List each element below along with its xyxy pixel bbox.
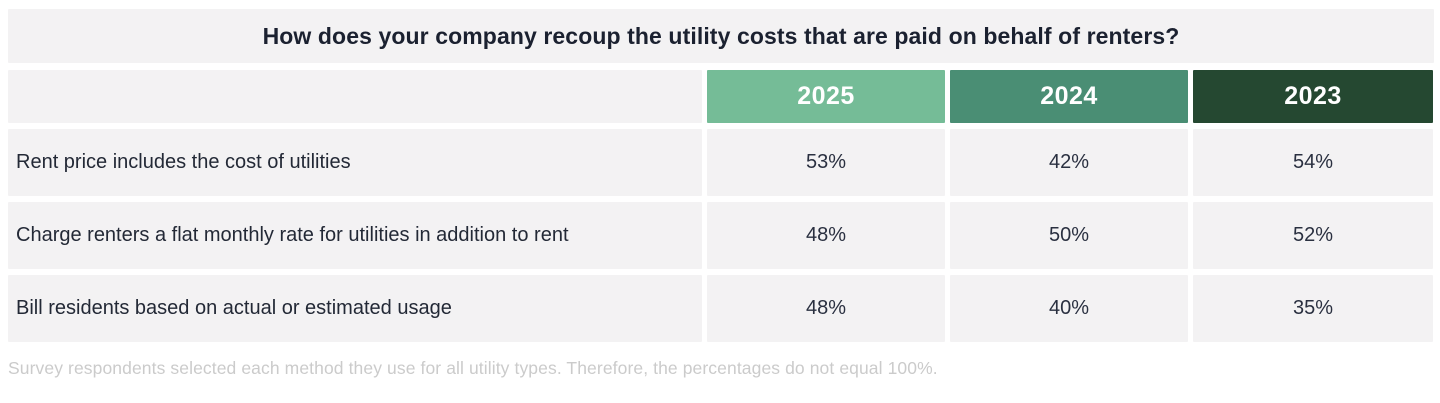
row-label-flat-rate: Charge renters a flat monthly rate for u… <box>8 202 702 269</box>
value-rent-includes-2025: 53% <box>707 129 945 196</box>
value-actual-usage-2024: 40% <box>950 275 1188 342</box>
value-actual-usage-2023: 35% <box>1193 275 1433 342</box>
survey-table: 2025 2024 2023 Rent price includes the c… <box>8 70 1434 342</box>
value-flat-rate-2024: 50% <box>950 202 1188 269</box>
table-title-bar: How does your company recoup the utility… <box>8 9 1434 63</box>
value-flat-rate-2025: 48% <box>707 202 945 269</box>
page-title: How does your company recoup the utility… <box>262 22 1180 49</box>
row-label-actual-usage: Bill residents based on actual or estima… <box>8 275 702 342</box>
column-header-2024: 2024 <box>950 70 1188 123</box>
value-actual-usage-2025: 48% <box>707 275 945 342</box>
table-content: How does your company recoup the utility… <box>8 9 1434 379</box>
column-header-2023: 2023 <box>1193 70 1433 123</box>
header-empty-cell <box>8 70 702 123</box>
row-label-rent-includes: Rent price includes the cost of utilitie… <box>8 129 702 196</box>
survey-footnote: Survey respondents selected each method … <box>8 358 938 378</box>
value-rent-includes-2024: 42% <box>950 129 1188 196</box>
value-flat-rate-2023: 52% <box>1193 202 1433 269</box>
value-rent-includes-2023: 54% <box>1193 129 1433 196</box>
column-header-2025: 2025 <box>707 70 945 123</box>
